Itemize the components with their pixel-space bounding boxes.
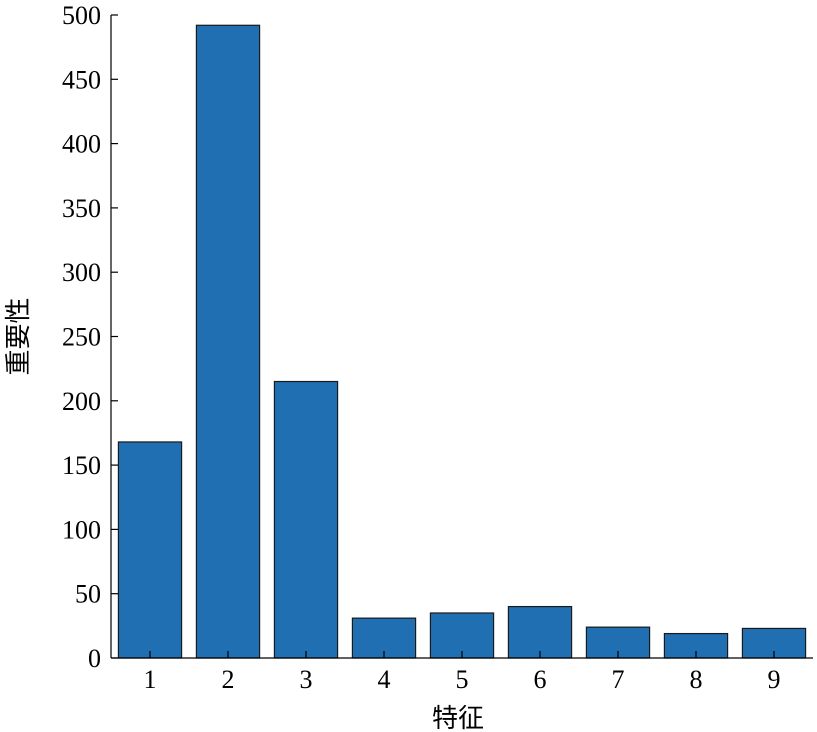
y-tick-label: 350 bbox=[62, 194, 101, 223]
x-axis-ticks: 1 2 3 4 5 6 7 8 9 bbox=[144, 651, 781, 694]
x-tick-label: 3 bbox=[300, 665, 313, 694]
x-axis-title: 特征 bbox=[432, 704, 484, 732]
bar-1 bbox=[117, 441, 183, 659]
x-tick-label: 9 bbox=[768, 665, 781, 694]
bar-5 bbox=[429, 612, 495, 659]
y-axis-ticks: 0 50 100 150 200 250 300 350 400 450 500 bbox=[62, 1, 118, 673]
y-tick-label: 250 bbox=[62, 323, 101, 352]
x-tick-label: 1 bbox=[144, 665, 157, 694]
y-tick-label: 100 bbox=[62, 515, 101, 544]
y-tick-label: 300 bbox=[62, 258, 101, 287]
x-tick-label: 6 bbox=[534, 665, 547, 694]
bar-3 bbox=[273, 380, 339, 659]
x-tick-label: 2 bbox=[222, 665, 235, 694]
y-tick-label: 450 bbox=[62, 65, 101, 94]
bars-group bbox=[117, 24, 807, 659]
y-tick-label: 500 bbox=[62, 1, 101, 30]
y-tick-label: 150 bbox=[62, 451, 101, 480]
x-tick-label: 4 bbox=[378, 665, 391, 694]
y-axis-title: 重要性 bbox=[4, 297, 34, 375]
y-tick-label: 50 bbox=[75, 580, 101, 609]
bar-2 bbox=[195, 24, 261, 659]
x-tick-label: 8 bbox=[690, 665, 703, 694]
y-tick-label: 200 bbox=[62, 387, 101, 416]
y-tick-label: 0 bbox=[88, 644, 101, 673]
bar-6 bbox=[507, 605, 573, 659]
x-tick-label: 5 bbox=[456, 665, 469, 694]
x-tick-label: 7 bbox=[612, 665, 625, 694]
y-tick-label: 400 bbox=[62, 130, 101, 159]
